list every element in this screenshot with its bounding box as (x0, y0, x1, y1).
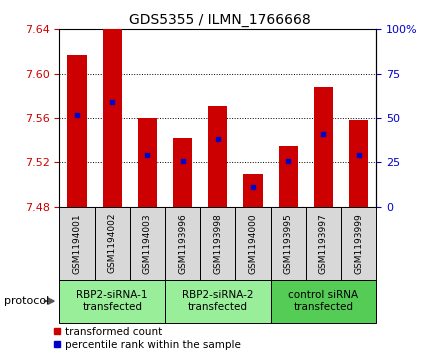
Bar (341, 207, 376, 280)
Bar (200, 207, 235, 280)
Bar (59, 207, 95, 280)
Bar (271, 207, 306, 280)
Text: GSM1193995: GSM1193995 (284, 213, 293, 274)
Bar (173, 138, 192, 207)
Bar (67, 54, 87, 207)
Bar (208, 106, 227, 207)
Text: protocol: protocol (4, 296, 50, 306)
Legend: transformed count, percentile rank within the sample: transformed count, percentile rank withi… (49, 323, 245, 354)
Bar (279, 146, 298, 207)
Bar (271, 280, 376, 323)
Text: GSM1193999: GSM1193999 (354, 213, 363, 274)
Text: GSM1194001: GSM1194001 (73, 213, 81, 274)
Text: GSM1194003: GSM1194003 (143, 213, 152, 274)
Bar (138, 118, 157, 207)
Bar (59, 280, 165, 323)
Text: RBP2-siRNA-1
transfected: RBP2-siRNA-1 transfected (77, 290, 148, 312)
Text: control siRNA
transfected: control siRNA transfected (288, 290, 359, 312)
Bar (306, 207, 341, 280)
Text: GSM1193997: GSM1193997 (319, 213, 328, 274)
Text: GSM1194002: GSM1194002 (108, 213, 117, 273)
Text: GDS5355 / ILMN_1766668: GDS5355 / ILMN_1766668 (129, 13, 311, 27)
Bar (165, 207, 200, 280)
Text: GSM1193996: GSM1193996 (178, 213, 187, 274)
Bar (103, 29, 122, 207)
Text: GSM1194000: GSM1194000 (249, 213, 257, 274)
Bar (130, 207, 165, 280)
Text: GSM1193998: GSM1193998 (213, 213, 222, 274)
Text: RBP2-siRNA-2
transfected: RBP2-siRNA-2 transfected (182, 290, 253, 312)
Bar (95, 207, 130, 280)
Bar (165, 280, 271, 323)
Bar (243, 174, 263, 207)
Bar (314, 87, 333, 207)
Bar (235, 207, 271, 280)
Bar (349, 120, 368, 207)
